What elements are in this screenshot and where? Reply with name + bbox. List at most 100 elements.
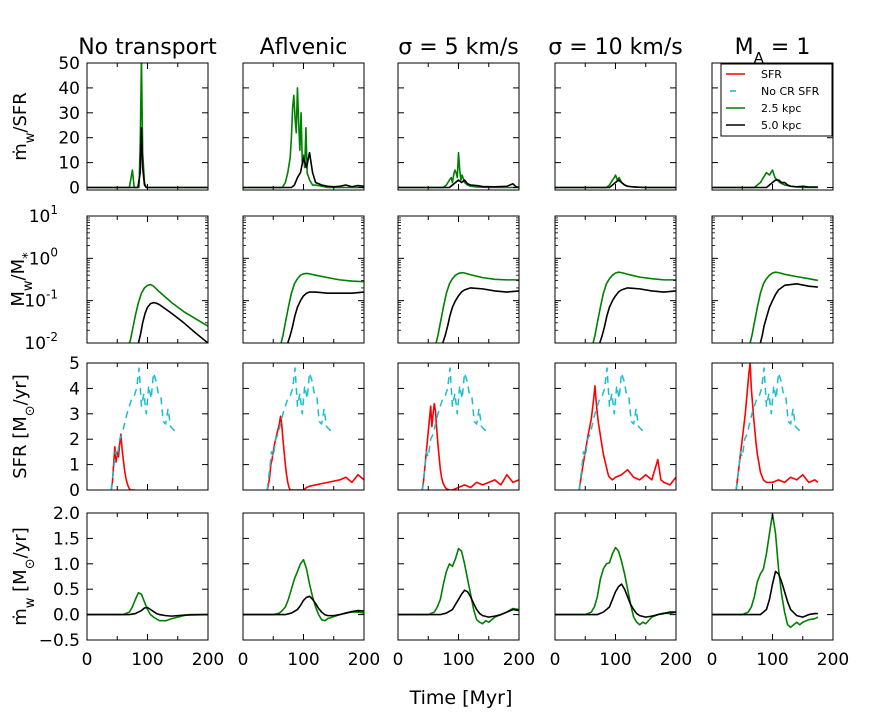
y-tick-label: 10-2 bbox=[24, 330, 58, 354]
x-tick-label: 100 bbox=[287, 650, 319, 670]
series-2-5-kpc bbox=[243, 558, 364, 622]
y-tick-label: −0.5 bbox=[39, 631, 80, 651]
row-labels: ṁw/SFR Mw/M* SFR [M⊙/yr] ṁw [M⊙/yr] bbox=[8, 92, 38, 626]
y-axis-label: ṁw/SFR bbox=[10, 92, 38, 161]
series-sfr bbox=[578, 385, 676, 490]
panel-frame bbox=[711, 512, 834, 641]
y-tick-label: 2.0 bbox=[53, 504, 80, 524]
y-tick-label: 30 bbox=[58, 104, 80, 124]
panel-frame bbox=[242, 62, 365, 191]
x-tick-label: 200 bbox=[192, 650, 224, 670]
x-tick-label: 200 bbox=[503, 650, 535, 670]
series-2-5-kpc bbox=[712, 513, 819, 629]
y-tick-label: 20 bbox=[58, 129, 80, 149]
panel-loading-factor-aflvenic bbox=[242, 62, 365, 191]
series-5-0-kpc bbox=[398, 179, 519, 189]
panel-outflow-rate-10-km-s: 0 100 200 bbox=[550, 512, 692, 670]
column-title: MA = 1 bbox=[735, 35, 811, 67]
y-tick-label: 50 bbox=[58, 54, 80, 74]
panel-outflow-rate-aflvenic: 0 100 200 bbox=[238, 512, 380, 670]
series-no-cr-sfr bbox=[421, 367, 487, 490]
series-no-cr-sfr bbox=[266, 367, 332, 490]
panel-wind-mass-fraction-5-km-s bbox=[397, 215, 520, 344]
x-tick-label: 0 bbox=[238, 650, 249, 670]
series-5-0-kpc bbox=[243, 151, 364, 189]
y-tick-label: 40 bbox=[58, 79, 80, 99]
y-tick-label: 3 bbox=[69, 405, 80, 425]
series-2-5-kpc bbox=[749, 271, 819, 343]
y-tick-label: 10 bbox=[58, 154, 80, 174]
series-2-5-kpc bbox=[243, 87, 364, 189]
panel-outflow-rate-m-a-1: 0 100 200 bbox=[707, 512, 849, 670]
x-tick-label: 0 bbox=[82, 650, 93, 670]
y-tick-label: 1.0 bbox=[53, 555, 80, 575]
panel-star-formation-rate-aflvenic bbox=[242, 362, 365, 491]
legend: SFR No CR SFR 2.5 kpc 5.0 kpc bbox=[720, 63, 833, 137]
series-5-0-kpc bbox=[243, 595, 364, 617]
x-tick-label: 0 bbox=[393, 650, 404, 670]
panel-frame bbox=[554, 362, 677, 491]
series-no-cr-sfr bbox=[110, 367, 176, 490]
series-5-0-kpc bbox=[555, 583, 676, 618]
panel-star-formation-rate-5-km-s bbox=[397, 362, 520, 491]
y-tick-label: 0 bbox=[69, 481, 80, 501]
panel-frame bbox=[242, 362, 365, 491]
series-no-cr-sfr bbox=[735, 367, 801, 490]
series-5-0-kpc bbox=[712, 570, 818, 618]
series-2-5-kpc bbox=[128, 283, 208, 343]
panel-frame bbox=[397, 512, 520, 641]
series-sfr bbox=[266, 415, 364, 490]
series-2-5-kpc bbox=[712, 169, 818, 189]
panel-star-formation-rate-m-a-1 bbox=[711, 362, 834, 491]
y-tick-label: 5 bbox=[69, 354, 80, 374]
series-5-0-kpc bbox=[87, 606, 208, 617]
x-axis-label: Time [Myr] bbox=[409, 687, 513, 709]
column-titles: No transport Aflvenic σ = 5 km/s σ = 10 km/… bbox=[78, 35, 810, 67]
legend-label-5-0-kpc: 5.0 kpc bbox=[761, 119, 801, 132]
series-5-0-kpc bbox=[398, 589, 519, 618]
column-title: No transport bbox=[78, 35, 217, 60]
panel-wind-mass-fraction-aflvenic bbox=[242, 215, 365, 344]
x-tick-label: 200 bbox=[817, 650, 849, 670]
y-tick-label: 1.5 bbox=[53, 529, 80, 549]
y-tick-label: 100 bbox=[29, 245, 58, 269]
column-title: σ = 5 km/s bbox=[398, 35, 518, 60]
panel-loading-factor-m-a-1 bbox=[711, 62, 834, 191]
panel-wind-mass-fraction-no-transport: 10-2 10-1 100 101 bbox=[24, 203, 209, 354]
column-title: Aflvenic bbox=[260, 35, 348, 60]
series-2-5-kpc bbox=[592, 271, 676, 343]
x-tick-label: 100 bbox=[599, 650, 631, 670]
legend-label-2-5-kpc: 2.5 kpc bbox=[761, 102, 801, 115]
series-2-5-kpc bbox=[398, 547, 519, 625]
series-2-5-kpc bbox=[398, 151, 519, 189]
panel-loading-factor-no-transport: 0 10 20 30 40 50 bbox=[58, 54, 209, 199]
legend-label-sfr: SFR bbox=[761, 68, 782, 81]
series-5-0-kpc bbox=[287, 291, 364, 343]
panel-wind-mass-fraction-m-a-1 bbox=[711, 215, 834, 344]
y-axis-label: Mw/M* bbox=[8, 252, 36, 307]
y-tick-label: 10-1 bbox=[24, 288, 58, 312]
panels: 0102030405010-210-1100101012345−0.50.00.… bbox=[24, 54, 849, 670]
series-5-0-kpc bbox=[759, 283, 818, 343]
y-tick-label: 2 bbox=[69, 430, 80, 450]
x-tick-label: 200 bbox=[660, 650, 692, 670]
y-tick-label: 1 bbox=[69, 456, 80, 476]
series-5-0-kpc bbox=[87, 126, 208, 189]
panel-wind-mass-fraction-10-km-s bbox=[554, 215, 677, 344]
series-2-5-kpc bbox=[435, 271, 519, 343]
panel-frame bbox=[554, 62, 677, 191]
panel-star-formation-rate-10-km-s bbox=[554, 362, 677, 491]
panel-loading-factor-10-km-s bbox=[554, 62, 677, 191]
series-5-0-kpc bbox=[712, 179, 818, 189]
series-5-0-kpc bbox=[599, 287, 676, 343]
series-2-5-kpc bbox=[87, 63, 208, 189]
panel-frame bbox=[711, 362, 834, 491]
series-5-0-kpc bbox=[442, 287, 519, 343]
x-tick-label: 100 bbox=[442, 650, 474, 670]
panel-outflow-rate-no-transport: −0.5 0.0 0.5 1.0 1.5 2.0 0 100 200 bbox=[39, 504, 225, 670]
x-tick-label: 0 bbox=[707, 650, 718, 670]
legend-label-no-cr-sfr: No CR SFR bbox=[761, 85, 820, 98]
panel-frame bbox=[86, 512, 209, 641]
panel-frame bbox=[397, 62, 520, 191]
